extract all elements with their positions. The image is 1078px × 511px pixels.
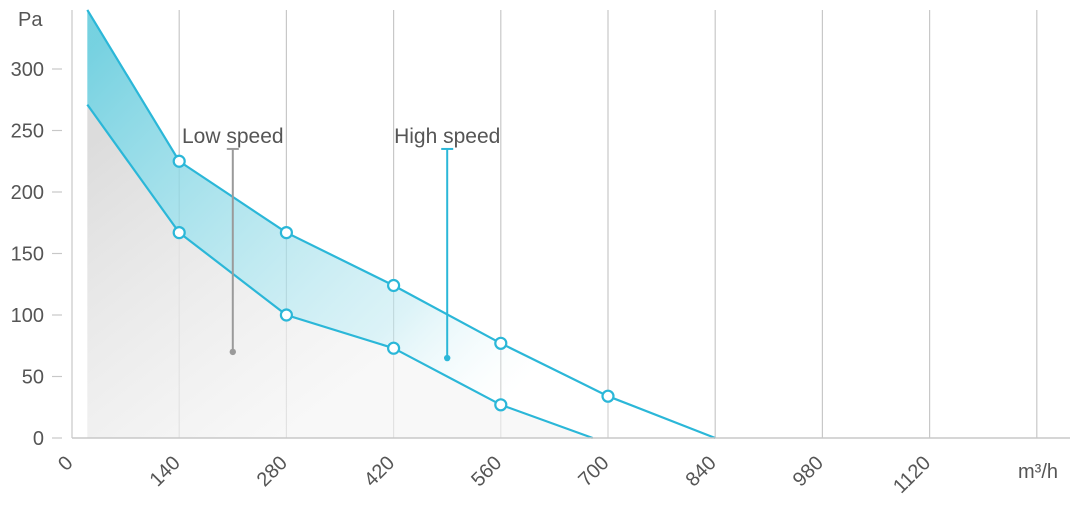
low-speed-annotation-label: Low speed [182,125,284,148]
x-tick-label: 140 [146,452,185,491]
speed-band-area [87,9,716,439]
low-speed-point [279,308,293,322]
high-speed-point [601,389,615,403]
low-speed-point [494,398,508,412]
low-speed-point [172,225,186,240]
y-tick-label: 0 [33,428,44,450]
low-speed-line [86,104,594,440]
area-layer [87,9,716,439]
x-tick-label: 840 [682,452,721,491]
high-speed-point [494,336,508,350]
annotation-layer: Low speed High speed [182,125,500,362]
y-tick-label: 300 [11,59,44,81]
marker-layer [172,154,615,412]
x-axis-label: m³/h [1018,461,1058,483]
low-speed-annotation-dot [229,348,236,356]
y-tick-label: 100 [11,305,44,327]
high-speed-point [279,225,293,240]
y-axis-label: Pa [18,9,43,31]
y-tick-label: 150 [11,244,44,266]
x-tick-label: 0 [54,452,77,475]
high-speed-annotation-label: High speed [394,125,500,148]
x-tick-label: 560 [467,452,506,491]
high-speed-point [172,154,186,168]
x-tick-label: 1120 [889,452,935,498]
high-speed-annotation-dot [444,354,451,362]
x-tick-label: 280 [253,452,292,491]
y-tick-label: 200 [11,182,44,204]
x-tick-label: 980 [789,452,828,491]
high-speed-point [387,278,401,293]
y-tick-label: 250 [11,121,44,143]
x-tick-label: 420 [360,452,399,491]
low-speed-point [387,341,401,355]
grid-layer [71,10,1038,438]
x-tick-label: 700 [574,452,613,491]
y-tick-label: 50 [22,367,44,389]
low-speed-area [87,104,593,439]
